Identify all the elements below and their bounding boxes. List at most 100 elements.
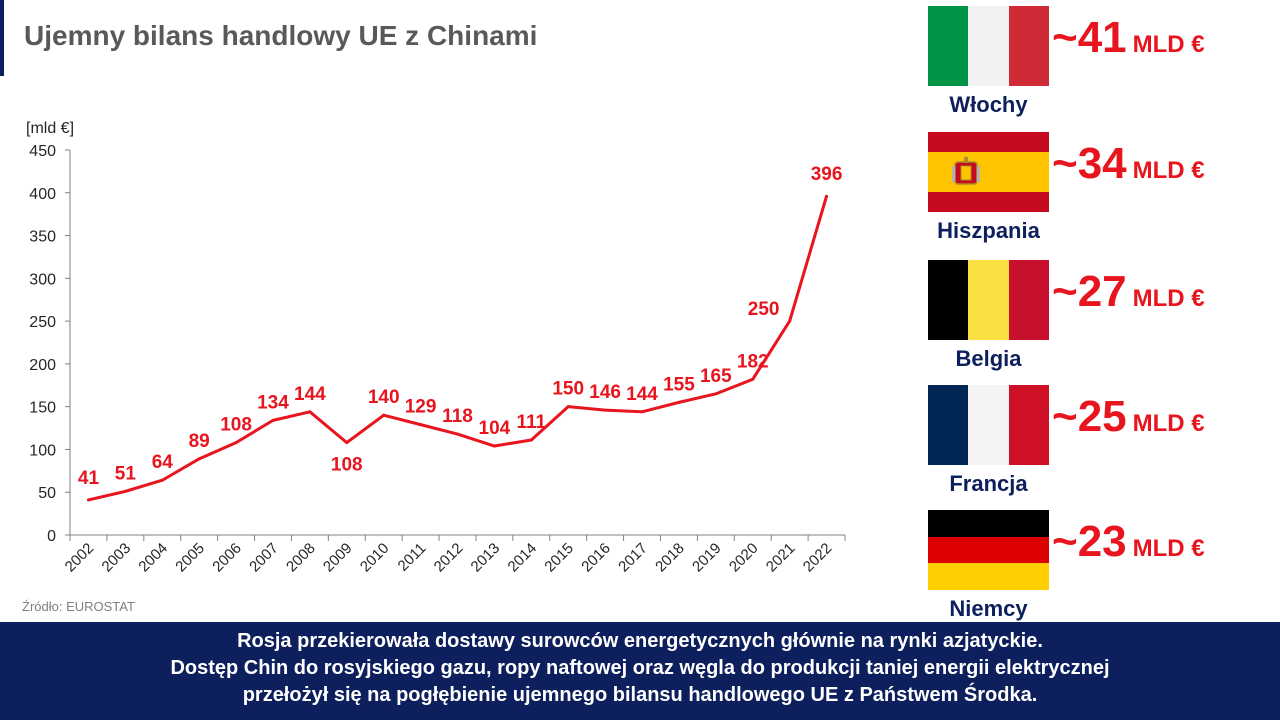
amount-value: ~23 xyxy=(1052,517,1127,566)
belgium-flag xyxy=(928,260,1049,340)
y-tick-label: 50 xyxy=(38,485,56,502)
data-point xyxy=(788,319,792,323)
data-label: 396 xyxy=(811,164,843,185)
data-label: 150 xyxy=(552,379,584,400)
spain-flag xyxy=(928,132,1049,212)
flag-stripe xyxy=(1008,260,1049,340)
country-panel-italy: ~41 MLD € Włochy xyxy=(928,6,1228,124)
data-label: 182 xyxy=(737,351,769,372)
title-accent-bar xyxy=(0,0,4,76)
country-panel-germany: ~23 MLD € Niemcy xyxy=(928,510,1228,628)
amount-value: ~41 xyxy=(1052,13,1127,62)
x-tick-label: 2016 xyxy=(578,540,614,576)
data-point xyxy=(492,444,496,448)
country-name: Belgia xyxy=(955,346,1022,371)
y-tick-label: 250 xyxy=(29,314,56,331)
data-point xyxy=(160,478,164,482)
flag-stripe xyxy=(1008,6,1049,86)
amount-unit: MLD € xyxy=(1132,410,1205,437)
x-tick-label: 2013 xyxy=(468,540,504,576)
x-tick-label: 2005 xyxy=(172,540,208,576)
country-amount: ~34 MLD € xyxy=(1052,142,1205,186)
country-name: Włochy xyxy=(949,92,1028,117)
data-point xyxy=(234,441,238,445)
y-tick-label: 200 xyxy=(29,357,56,374)
flag-stripe xyxy=(928,385,969,465)
data-point xyxy=(825,194,829,198)
footer-line: przełożył się na pogłębienie ujemnego bi… xyxy=(242,684,1038,706)
x-tick-label: 2015 xyxy=(541,540,577,576)
data-point xyxy=(345,441,349,445)
flag-stripe xyxy=(928,563,1049,591)
y-tick-label: 0 xyxy=(47,528,56,545)
italy-flag xyxy=(928,6,1049,86)
data-point xyxy=(603,408,607,412)
data-point xyxy=(382,413,386,417)
data-label: 108 xyxy=(331,455,363,476)
data-label: 64 xyxy=(152,452,174,473)
data-label: 118 xyxy=(442,406,473,427)
country-amount: ~27 MLD € xyxy=(1052,270,1205,314)
spain-coat-of-arms-icon xyxy=(952,157,980,185)
x-tick-label: 2021 xyxy=(763,540,799,576)
x-tick-label: 2020 xyxy=(726,540,762,576)
country-amount: ~41 MLD € xyxy=(1052,16,1205,60)
data-label: 41 xyxy=(78,468,100,489)
footer-line: Rosja przekierowała dostawy surowców ene… xyxy=(237,630,1043,652)
x-tick-label: 2011 xyxy=(395,540,430,575)
amount-value: ~27 xyxy=(1052,267,1127,316)
data-point xyxy=(308,410,312,414)
y-tick-label: 150 xyxy=(29,400,56,417)
country-panel-spain: ~34 MLD € Hiszpania xyxy=(928,132,1228,250)
y-tick-label: 350 xyxy=(29,229,56,246)
germany-flag xyxy=(928,510,1049,591)
flag-stripe xyxy=(968,385,1009,465)
country-name: Niemcy xyxy=(949,596,1028,621)
country-panel-france: ~25 MLD € Francja xyxy=(928,385,1228,503)
data-point xyxy=(529,438,533,442)
flag-stripe xyxy=(1008,385,1049,465)
flag-stripe xyxy=(928,132,1049,152)
x-tick-label: 2002 xyxy=(62,540,98,576)
country-panel-belgium: ~27 MLD € Belgia xyxy=(928,260,1228,378)
data-point xyxy=(271,418,275,422)
amount-value: ~25 xyxy=(1052,392,1127,441)
data-label: 134 xyxy=(257,392,289,413)
flag-stripe xyxy=(928,6,969,86)
x-tick-label: 2009 xyxy=(320,540,356,576)
data-point xyxy=(751,377,755,381)
country-name: Hiszpania xyxy=(937,218,1040,243)
x-tick-label: 2007 xyxy=(246,540,282,576)
y-axis-label: [mld €] xyxy=(26,120,74,137)
data-label: 144 xyxy=(294,384,326,405)
data-point xyxy=(714,392,718,396)
footer-banner: Rosja przekierowała dostawy surowców ene… xyxy=(0,622,1280,720)
flag-stripe xyxy=(928,260,969,340)
data-point xyxy=(456,432,459,436)
data-point xyxy=(640,410,644,414)
x-tick-label: 2008 xyxy=(283,540,319,576)
data-point xyxy=(123,489,127,493)
country-amount: ~25 MLD € xyxy=(1052,395,1205,439)
data-label: 129 xyxy=(405,397,437,418)
x-tick-label: 2003 xyxy=(99,540,135,576)
country-amount: ~23 MLD € xyxy=(1052,520,1205,564)
flag-stripe xyxy=(928,510,1049,537)
x-tick-label: 2017 xyxy=(615,540,651,576)
country-name: Francja xyxy=(949,471,1028,496)
flag-stripe xyxy=(968,6,1009,86)
x-tick-label: 2010 xyxy=(357,540,393,576)
source-note: Źródło: EUROSTAT xyxy=(22,599,135,614)
series-line xyxy=(88,195,828,502)
amount-unit: MLD € xyxy=(1132,31,1205,58)
y-tick-label: 450 xyxy=(29,143,56,160)
amount-unit: MLD € xyxy=(1132,157,1205,184)
flag-stripe xyxy=(928,152,1049,192)
data-label: 111 xyxy=(517,412,547,433)
y-tick-label: 300 xyxy=(29,271,56,288)
x-tick-label: 2022 xyxy=(800,540,836,576)
x-tick-label: 2018 xyxy=(652,540,688,576)
y-tick-label: 100 xyxy=(29,442,56,459)
data-label: 104 xyxy=(479,418,511,439)
